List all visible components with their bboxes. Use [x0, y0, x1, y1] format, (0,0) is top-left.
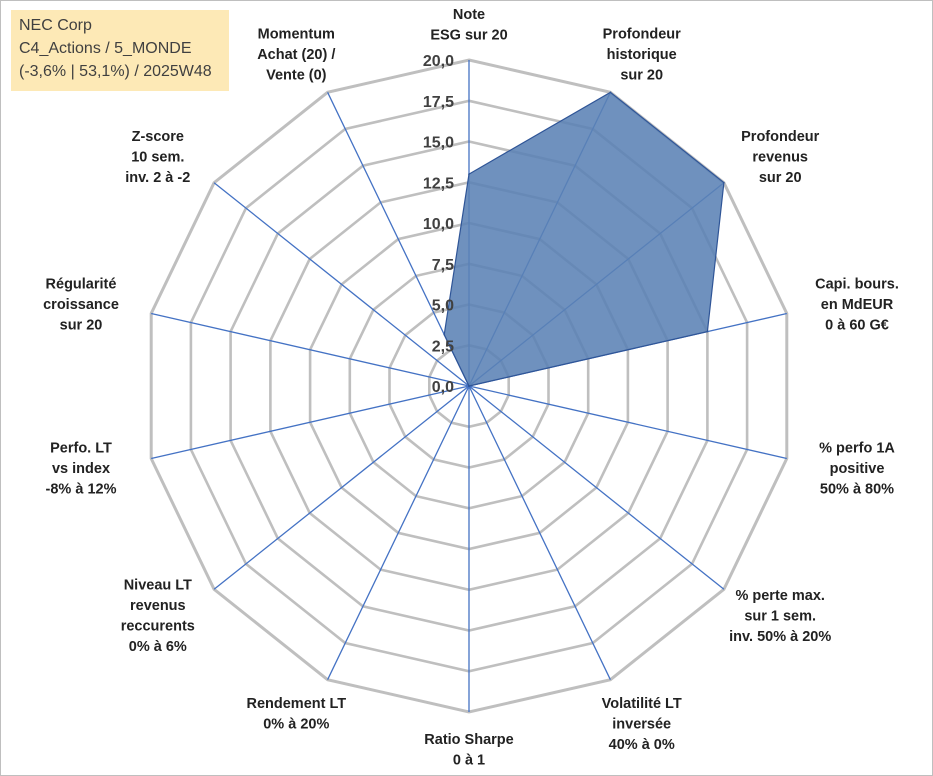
axis-label-5: % perte max. sur 1 sem. inv. 50% à 20%	[729, 588, 831, 645]
axis-label-4-line-0: % perfo 1A	[819, 440, 895, 456]
axis-label-9-line-0: Niveau LT	[124, 578, 192, 594]
axis-label-6-line-0: Volatilité LT	[602, 696, 682, 712]
axis-label-2-line-1: revenus	[752, 150, 808, 166]
series-point-13	[443, 333, 446, 336]
axis-label-1-line-0: Profondeur	[603, 27, 681, 43]
tick-label-7: 17,5	[423, 94, 454, 111]
axis-label-5-line-2: inv. 50% à 20%	[729, 629, 831, 645]
spoke-5	[468, 385, 725, 590]
tick-label-4: 10,0	[423, 216, 454, 233]
tick-label-6: 15,0	[423, 135, 454, 152]
axis-label-12-line-1: 10 sem.	[131, 150, 184, 166]
axis-label-10-line-0: Perfo. LT	[50, 440, 112, 456]
axis-label-6-line-1: inversée	[612, 717, 671, 733]
axis-label-13-line-2: Vente (0)	[266, 68, 327, 84]
axis-label-13-line-0: Momentum	[258, 27, 335, 43]
radar-series	[443, 91, 725, 387]
axis-label-11: Régularité croissance sur 20	[43, 277, 119, 334]
series-point-12	[468, 385, 470, 387]
spoke-10	[151, 385, 470, 460]
axis-label-6: Volatilité LT inversée 40% à 0%	[602, 696, 682, 753]
spoke-11	[151, 312, 470, 387]
tick-label-0: 0,0	[432, 379, 454, 396]
axis-label-3-line-2: 0 à 60 G€	[825, 318, 889, 334]
axis-label-10-line-2: -8% à 12%	[46, 481, 117, 497]
stats-label: (-3,6% | 53,1%) / 2025W48	[19, 63, 212, 80]
axis-label-3-line-0: Capi. bours.	[815, 277, 899, 293]
spoke-12	[213, 182, 470, 387]
radar-axis-labels: Note ESG sur 20 Profondeur historique sur 20…	[43, 7, 899, 769]
axis-label-2: Profondeur revenus sur 20	[741, 129, 819, 186]
axis-label-4-line-1: positive	[830, 461, 885, 477]
axis-label-2-line-2: sur 20	[759, 170, 802, 186]
series-area	[443, 91, 725, 387]
axis-label-13-line-1: Achat (20) /	[257, 47, 335, 63]
axis-label-10-line-1: vs index	[52, 461, 110, 477]
axis-label-9-line-2: reccurents	[121, 619, 195, 635]
spoke-9	[213, 385, 470, 590]
axis-label-8: Rendement LT 0% à 20%	[246, 696, 346, 733]
axis-label-1-line-1: historique	[607, 47, 677, 63]
axis-label-1-line-2: sur 20	[620, 68, 663, 84]
spoke-6	[468, 385, 611, 680]
series-point-2	[723, 181, 725, 184]
series-point-1	[609, 91, 612, 94]
axis-label-9: Niveau LT revenus reccurents 0% à 6%	[121, 578, 195, 656]
axis-label-5-line-0: % perte max.	[735, 588, 824, 604]
axis-label-13: Momentum Achat (20) / Vente (0)	[257, 27, 335, 84]
series-point-3	[706, 330, 709, 333]
info-box: NEC Corp C4_Actions / 5_MONDE (-3,6% | 5…	[11, 10, 229, 91]
axis-label-3: Capi. bours. en MdEUR 0 à 60 G€	[815, 277, 899, 334]
axis-label-1: Profondeur historique sur 20	[603, 27, 681, 84]
axis-label-12-line-0: Z-score	[132, 129, 184, 145]
axis-label-10: Perfo. LT vs index -8% à 12%	[46, 440, 117, 497]
axis-label-7-line-0: Ratio Sharpe	[424, 732, 513, 748]
axis-label-0: Note ESG sur 20	[430, 7, 507, 44]
tick-label-2: 5,0	[432, 298, 454, 315]
axis-label-9-line-1: revenus	[130, 598, 186, 614]
axis-label-0-line-0: Note	[453, 7, 485, 23]
axis-label-11-line-0: Régularité	[46, 277, 117, 293]
axis-label-7-line-1: 0 à 1	[453, 753, 485, 769]
axis-label-11-line-2: sur 20	[60, 318, 103, 334]
axis-label-8-line-0: Rendement LT	[246, 696, 346, 712]
axis-label-12: Z-score 10 sem. inv. 2 à -2	[125, 129, 190, 186]
tick-label-8: 20,0	[423, 53, 454, 70]
axis-label-4-line-2: 50% à 80%	[820, 481, 894, 497]
axis-label-5-line-1: sur 1 sem.	[744, 608, 816, 624]
radar-tick-labels: 0,0 2,5 5,0 7,5 10,0 12,5 15,0 17,5 20,0	[423, 53, 454, 396]
tick-label-5: 12,5	[423, 175, 454, 192]
axis-label-6-line-2: 40% à 0%	[609, 737, 675, 753]
axis-label-12-line-2: inv. 2 à -2	[125, 170, 190, 186]
spoke-8	[327, 385, 470, 680]
company-name: NEC Corp	[19, 17, 92, 34]
axis-label-8-line-1: 0% à 20%	[263, 717, 329, 733]
axis-label-7: Ratio Sharpe 0 à 1	[424, 732, 513, 769]
axis-label-4: % perfo 1A positive 50% à 80%	[819, 440, 895, 497]
category-label: C4_Actions / 5_MONDE	[19, 40, 192, 57]
tick-label-3: 7,5	[432, 257, 454, 274]
axis-label-11-line-1: croissance	[43, 297, 119, 313]
axis-label-3-line-1: en MdEUR	[821, 297, 894, 313]
axis-label-0-line-1: ESG sur 20	[430, 28, 507, 44]
tick-label-1: 2,5	[432, 338, 454, 355]
axis-label-2-line-0: Profondeur	[741, 129, 819, 145]
series-point-0	[468, 173, 470, 175]
axis-label-9-line-3: 0% à 6%	[129, 639, 187, 655]
spoke-4	[468, 385, 787, 460]
